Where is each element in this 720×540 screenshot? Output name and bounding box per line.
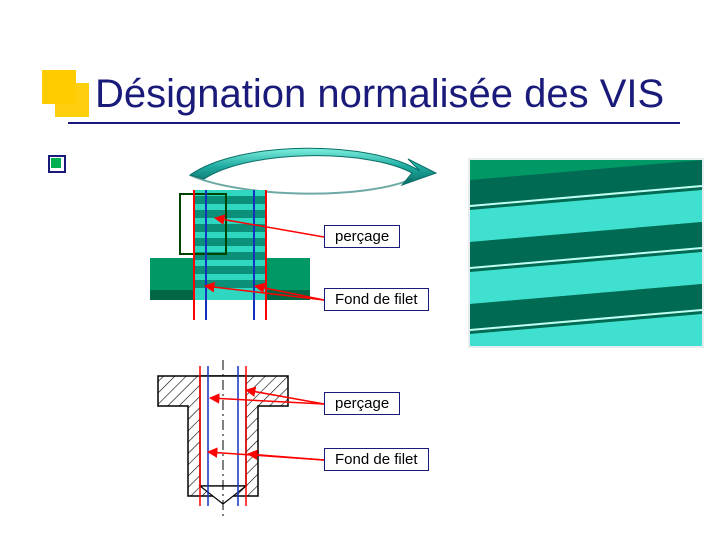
slide-stage: Désignation normalisée des VIS	[0, 0, 720, 540]
label-percage-top: perçage	[324, 225, 400, 248]
label-fond-top: Fond de filet	[324, 288, 429, 311]
label-fond-bottom: Fond de filet	[324, 448, 429, 471]
label-percage-bottom: perçage	[324, 392, 400, 415]
